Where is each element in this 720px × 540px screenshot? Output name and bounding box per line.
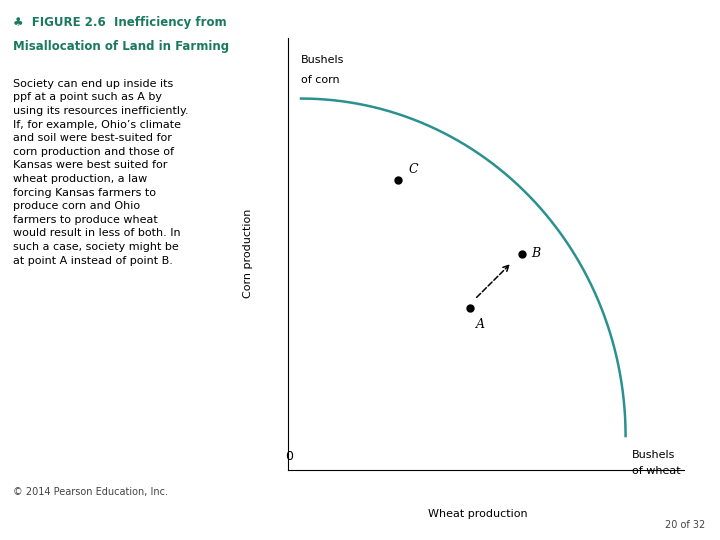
Text: Society can end up inside its
ppf at a point such as A by
using its resources in: Society can end up inside its ppf at a p… <box>12 79 188 266</box>
Text: ♣  FIGURE 2.6  Inefficiency from: ♣ FIGURE 2.6 Inefficiency from <box>12 16 226 29</box>
Text: Wheat production: Wheat production <box>428 509 528 519</box>
Text: A: A <box>476 318 485 331</box>
Text: C: C <box>408 163 418 176</box>
Text: Corn production: Corn production <box>243 209 253 299</box>
Text: of corn: of corn <box>301 75 340 85</box>
Text: 0: 0 <box>285 449 293 463</box>
Text: Bushels: Bushels <box>632 449 675 460</box>
Text: Bushels: Bushels <box>301 55 344 65</box>
Text: © 2014 Pearson Education, Inc.: © 2014 Pearson Education, Inc. <box>12 487 168 497</box>
Text: of wheat: of wheat <box>632 467 680 476</box>
Text: B: B <box>531 247 541 260</box>
Text: Misallocation of Land in Farming: Misallocation of Land in Farming <box>12 40 229 53</box>
Text: 20 of 32: 20 of 32 <box>665 520 706 530</box>
